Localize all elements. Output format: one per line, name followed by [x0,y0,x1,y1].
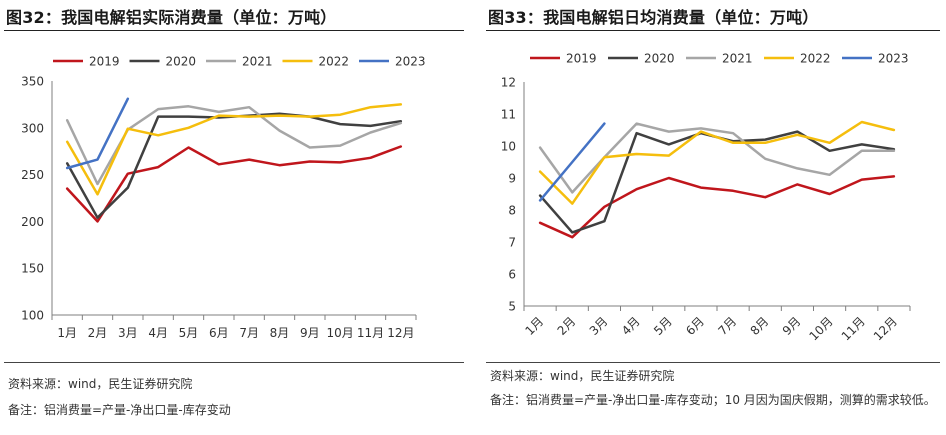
bottom-divider [486,362,940,363]
series-line-2023 [538,122,606,202]
x-tick-label: 9月 [780,314,804,338]
y-tick-label: 6 [508,268,516,282]
x-tick-label: 7月 [715,314,739,338]
chart-title: 图32：我国电解铝实际消费量（单位：万吨） [6,8,337,27]
y-tick-label: 7 [508,236,516,250]
y-tick-label: 12 [501,76,516,90]
legend-item-2023: 2023 [842,52,909,66]
series-line-2022 [538,120,896,205]
legend-item-2022: 2022 [282,55,350,69]
legend-label: 2022 [319,55,350,69]
y-tick-label: 250 [21,168,44,182]
legend-label: 2019 [566,52,597,66]
y-tick-label: 8 [508,204,516,218]
legend-label: 2023 [395,55,426,69]
y-tick-label: 350 [21,75,44,89]
x-tick-label: 8月 [748,314,772,338]
y-tick-label: 300 [21,121,44,135]
legend-item-2020: 2020 [129,55,197,69]
series-line-2019 [65,145,403,223]
x-tick-label: 4月 [148,326,168,340]
legend-label: 2020 [166,55,197,69]
legend-label: 2019 [89,55,120,69]
legend-item-2021: 2021 [206,55,273,69]
x-tick-label: 4月 [619,314,643,338]
x-tick-label: 7月 [239,326,259,340]
y-tick-label: 10 [501,140,516,154]
legend-item-2023: 2023 [359,55,426,69]
line-chart: 2019 2020 2021 2022 2023 100 150 200 250 300 350 1月… [21,55,426,341]
y-tick-label: 9 [508,172,516,186]
y-tick-label: 5 [508,300,516,314]
legend-label: 2023 [878,52,909,66]
source-note: 资料来源：wind，民生证券研究院 [490,369,675,383]
x-tick-label: 12月 [387,326,414,340]
x-tick-label: 1月 [57,326,77,340]
y-tick-label: 200 [21,215,44,229]
chart-title: 图33：我国电解铝日均消费量（单位：万吨） [488,8,819,27]
x-tick-label: 11月 [839,314,868,343]
series-line-2021 [538,122,896,194]
remark-note: 备注：铝消费量=产量-净出口量-库存变动；10 月因为国庆假期，测算的需求较低。 [490,393,936,407]
title-divider [486,30,940,31]
bottom-divider [4,362,464,363]
x-tick-label: 10月 [327,326,354,340]
y-tick-label: 100 [21,309,44,323]
x-tick-label: 2月 [555,314,579,338]
line-chart: 2019 2020 2021 2022 2023 5 6 7 8 9 10 11 12 1月 2月 3月 4月 5… [501,52,911,343]
y-tick-label: 11 [501,108,516,122]
x-tick-label: 2月 [88,326,108,340]
source-note: 资料来源：wind，民生证券研究院 [8,377,193,391]
series-line-2022 [65,103,403,196]
chart-panel-consumption: 图32：我国电解铝实际消费量（单位：万吨） 2019 2020 2021 2022 20… [0,0,470,435]
legend-item-2022: 2022 [764,52,831,66]
series-line-2023 [65,97,130,170]
legend-item-2021: 2021 [686,52,753,66]
series-line-2020 [65,112,403,219]
x-tick-label: 3月 [587,314,611,338]
y-tick-label: 150 [21,262,44,276]
x-tick-label: 9月 [300,326,320,340]
legend-label: 2021 [722,52,753,66]
legend-item-2019: 2019 [53,55,120,69]
legend-item-2019: 2019 [530,52,597,66]
x-tick-label: 5月 [651,314,675,338]
chart-panel-daily-consumption: 图33：我国电解铝日均消费量（单位：万吨） 2019 2020 2021 2022 20… [482,0,946,435]
x-tick-label: 6月 [683,314,707,338]
x-tick-label: 5月 [179,326,199,340]
x-tick-label: 3月 [118,326,138,340]
legend-label: 2021 [242,55,273,69]
x-tick-label: 11月 [357,326,384,340]
x-tick-label: 6月 [209,326,229,340]
x-tick-label: 10月 [807,314,836,343]
x-tick-label: 8月 [270,326,290,340]
legend-label: 2020 [644,52,675,66]
x-tick-label: 12月 [871,314,900,343]
x-tick-label: 1月 [522,314,546,338]
legend-item-2020: 2020 [608,52,675,66]
series-line-2019 [538,175,896,239]
title-divider [4,30,464,31]
remark-note: 备注：铝消费量=产量-净出口量-库存变动 [8,403,231,417]
legend-label: 2022 [800,52,831,66]
